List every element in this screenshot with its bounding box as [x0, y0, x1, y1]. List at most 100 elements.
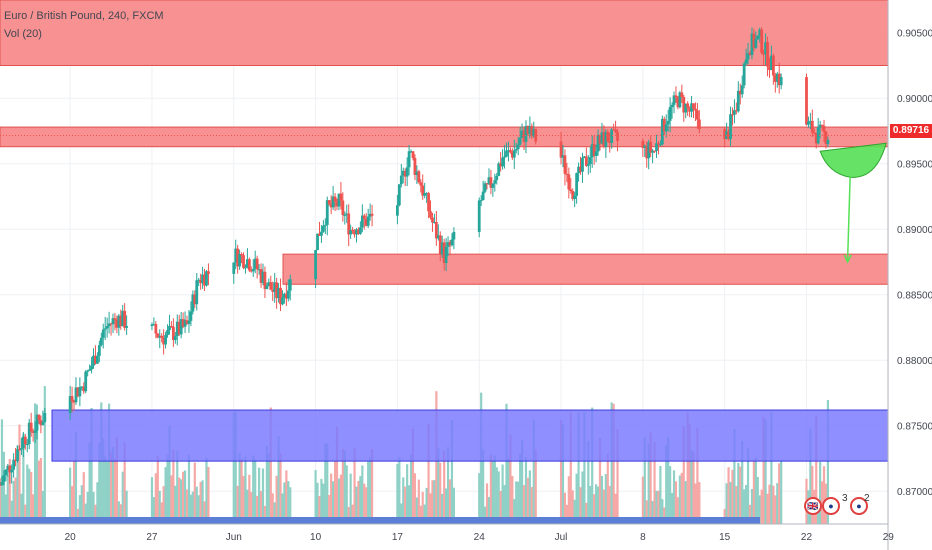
candle-body	[27, 422, 31, 444]
volume-bar	[725, 483, 728, 524]
volume-bar	[581, 471, 584, 524]
volume-bar	[33, 403, 37, 524]
candle-body	[516, 144, 520, 150]
candle-body	[407, 151, 411, 168]
candle-body	[247, 259, 251, 271]
volume-bar	[497, 471, 500, 524]
volume-bar	[78, 495, 81, 524]
candle-body	[29, 422, 33, 432]
candle-body	[489, 177, 493, 188]
candle-body	[345, 213, 349, 215]
candle-body	[674, 95, 678, 98]
blue-zone[interactable]	[51, 409, 889, 462]
candle-body	[643, 145, 647, 148]
volume-bar	[445, 488, 448, 524]
volume-bar	[174, 485, 177, 524]
candle-body	[154, 324, 158, 334]
candle-body	[417, 171, 421, 183]
candle-body	[117, 315, 121, 328]
volume-bar	[665, 445, 668, 524]
candle-body	[561, 155, 565, 158]
volume-bar	[770, 411, 773, 524]
volume-bar	[610, 402, 613, 524]
candle-body	[594, 151, 598, 156]
volume-bar	[443, 450, 446, 524]
candle-body	[733, 110, 736, 115]
candle-body	[166, 330, 169, 336]
volume-bar	[651, 501, 654, 524]
candle-body	[259, 269, 263, 283]
volume-bar	[256, 495, 259, 524]
price-tick-label: 0.89000	[897, 225, 932, 236]
candle-body	[320, 231, 323, 236]
candle-body	[479, 200, 483, 202]
candle-body	[97, 345, 101, 356]
candle-body	[101, 329, 105, 338]
candle-body	[501, 157, 504, 167]
volume-bar	[119, 504, 122, 524]
candle-body	[816, 127, 820, 144]
candle-body	[170, 325, 173, 327]
volume-bar	[746, 448, 750, 524]
volume-bar	[24, 504, 27, 524]
volume-bar	[370, 448, 374, 524]
candle-body	[240, 254, 243, 256]
candle-body	[25, 443, 29, 445]
volume-bar	[776, 483, 779, 524]
volume-bar	[330, 473, 333, 524]
volume-bar	[491, 461, 494, 524]
time-tick-label: 17	[392, 532, 404, 543]
volume-bar	[0, 486, 2, 524]
flag-uk-icon[interactable]: 🇬🇧	[804, 497, 822, 515]
volume-bar	[351, 504, 354, 524]
volume-bar	[446, 447, 450, 524]
volume-bar	[723, 508, 726, 524]
volume-bar	[413, 473, 417, 524]
red-zone[interactable]	[282, 253, 889, 285]
volume-bar	[493, 455, 496, 524]
candle-body	[288, 279, 292, 291]
volume-bar	[441, 493, 444, 524]
volume-bar	[431, 480, 434, 524]
volume-label: Vol (20)	[4, 28, 42, 40]
candle-body	[579, 166, 582, 172]
red-zone[interactable]	[0, 0, 889, 66]
volume-bar	[563, 492, 567, 524]
volume-bar	[741, 440, 744, 524]
volume-bar	[322, 483, 325, 524]
volume-bar	[125, 490, 128, 524]
volume-bar	[519, 454, 522, 524]
volume-bar	[191, 491, 194, 524]
volume-bar	[183, 470, 187, 524]
flag-eu-icon[interactable]: ●	[822, 497, 840, 515]
candle-body	[452, 231, 456, 240]
volume-bar	[811, 465, 814, 524]
volume-bar	[585, 502, 588, 524]
candle-body	[39, 420, 43, 426]
red-zone[interactable]	[0, 126, 889, 148]
candle-body	[805, 77, 808, 125]
volume-bar	[259, 490, 263, 524]
candle-body	[37, 414, 41, 421]
candle-body	[436, 235, 440, 239]
flag-eu-icon[interactable]: ●	[850, 497, 868, 515]
volume-bar	[98, 442, 101, 524]
projection-arrow-line[interactable]	[846, 175, 851, 263]
candle-body	[528, 126, 532, 134]
volume-bar	[263, 505, 267, 524]
candle-body	[762, 52, 766, 55]
candle-body	[333, 196, 337, 202]
candle-body	[598, 134, 602, 144]
volume-bar	[509, 434, 512, 524]
candle-body	[680, 92, 684, 98]
volume-bar	[26, 464, 29, 524]
candle-body	[121, 310, 125, 327]
candle-body	[750, 33, 754, 56]
volume-bar	[643, 437, 646, 524]
candle-body	[653, 150, 656, 152]
volume-bar	[328, 494, 331, 524]
candle-body	[559, 141, 563, 158]
volume-bar	[102, 438, 105, 524]
